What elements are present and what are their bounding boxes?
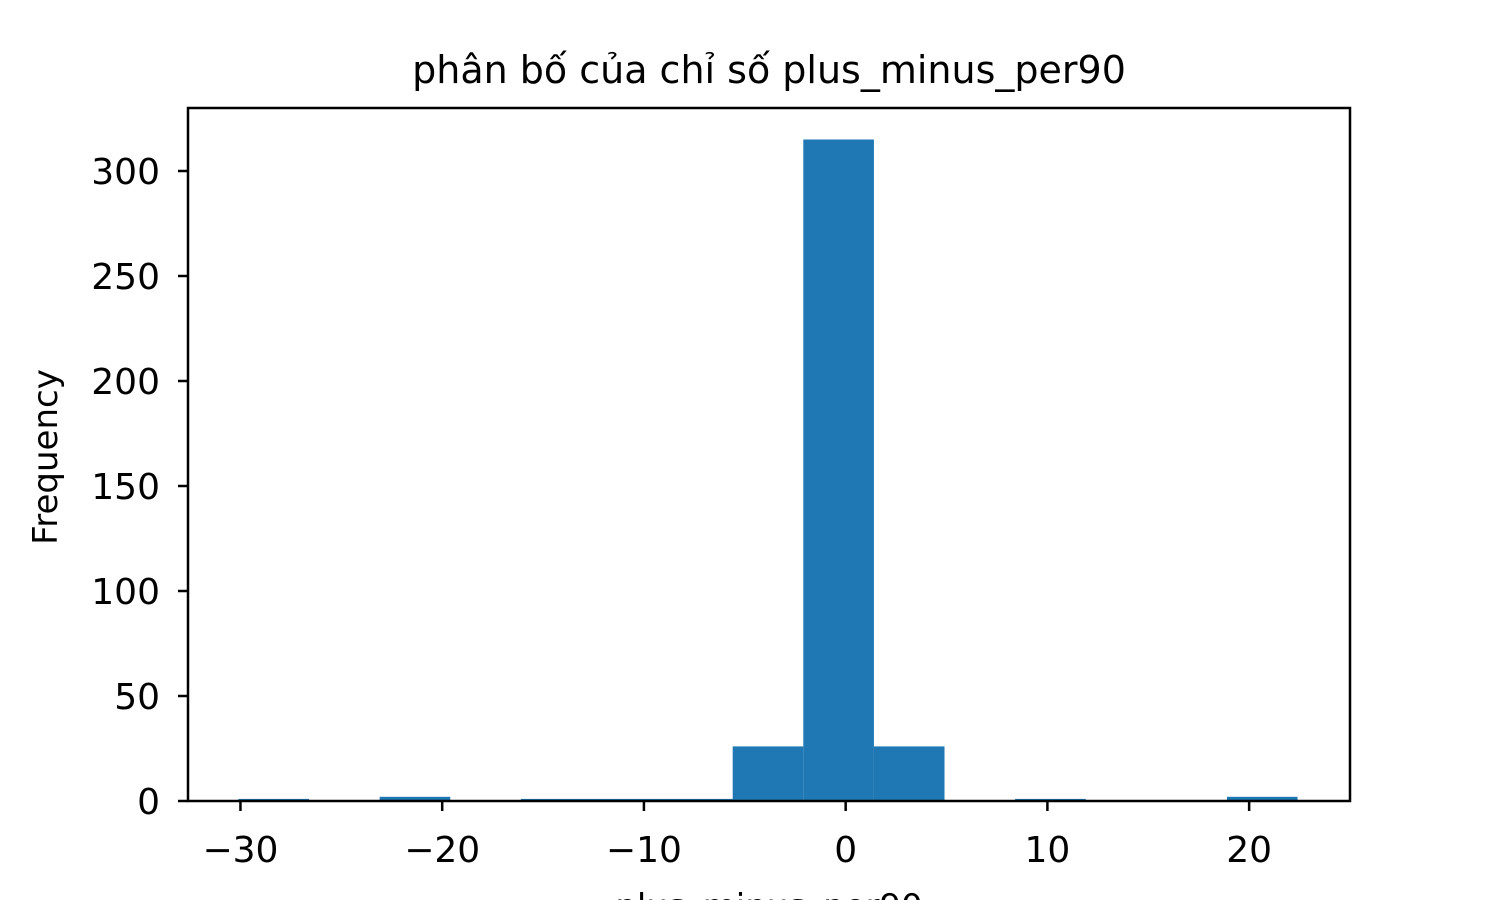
y-tick-label: 0 (137, 782, 160, 823)
x-tick-label: 10 (1024, 830, 1070, 871)
x-tick-label: 0 (834, 830, 857, 871)
y-tick-label: 250 (91, 257, 160, 298)
histogram-bar-14 (1226, 796, 1298, 801)
x-axis-label: plus_minus_per90 (615, 887, 922, 900)
x-tick-label: 20 (1226, 830, 1272, 871)
y-tick-label: 50 (114, 677, 160, 718)
y-axis-label: Frequency (26, 369, 66, 545)
y-axis-ticks: 0 50 100 150 200 250 300 (91, 152, 188, 823)
histogram-bar-9 (873, 746, 945, 801)
histogram-bar-7 (732, 746, 804, 801)
histogram-bar-2 (379, 796, 451, 801)
x-tick-label: −30 (202, 830, 278, 871)
x-tick-label: −10 (606, 830, 682, 871)
y-tick-label: 300 (91, 152, 160, 193)
y-tick-label: 150 (91, 467, 160, 508)
x-tick-label: −20 (404, 830, 480, 871)
plot-frame (186, 106, 1352, 803)
chart-title: phân bố của chỉ số plus_minus_per90 (412, 48, 1126, 92)
y-tick-label: 100 (91, 572, 160, 613)
histogram-bar-8 (803, 139, 874, 801)
x-axis-ticks: −30 −20 −10 0 10 20 (202, 801, 1272, 871)
y-tick-label: 200 (91, 362, 160, 403)
